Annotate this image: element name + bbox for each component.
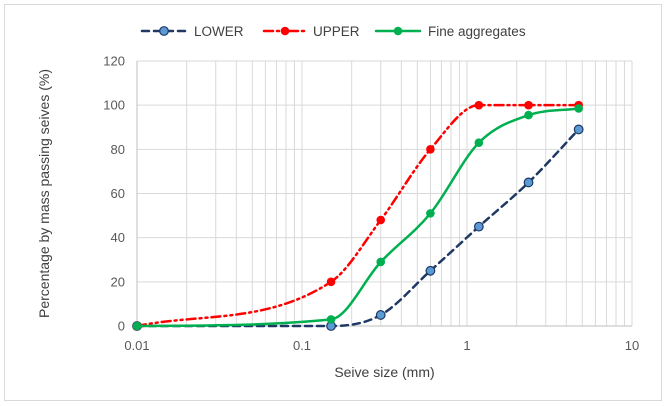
legend-label: LOWER [194,24,244,39]
y-axis-title: Percentage by mass passing seives (%) [36,69,52,318]
y-tick-label: 60 [111,186,125,201]
upper-point [326,277,336,287]
grid-lines [137,60,633,326]
legend-label: Fine aggregates [428,24,526,39]
lower-point [523,177,534,188]
y-tick-label: 0 [118,319,125,334]
legend: LOWER UPPER Fine aggregates [140,24,526,39]
legend-item-upper: UPPER [262,24,360,39]
upper-point [474,100,484,110]
series-fine-aggregates [132,104,583,331]
fine-aggregates-point [524,110,533,120]
lower-point [573,124,584,135]
fine-aggregates-line [135,107,580,328]
x-tick-label: 10 [625,338,639,353]
fine-aggregates-point [132,321,142,331]
series-lower [132,124,584,331]
tick-labels: 0 20 40 60 80 100 120 0.01 0.1 1 10 [103,54,639,354]
y-tick-label: 80 [111,142,125,157]
lower-point [425,265,436,276]
upper-line [135,103,580,328]
upper-point [524,100,533,110]
lower-point [375,310,386,320]
chart-area [4,4,662,401]
lower-line [135,128,580,328]
lower-point [473,221,484,232]
y-tick-label: 100 [103,98,125,113]
x-tick-label: 0.01 [124,338,149,353]
legend-item-fine-aggregates: Fine aggregates [374,24,526,39]
legend-marker [159,26,169,36]
upper-point [426,145,435,154]
fine-aggregates-point [574,104,583,113]
x-axis-title: Seive size (mm) [334,364,434,380]
legend-item-lower: LOWER [140,24,244,39]
legend-label: UPPER [313,24,360,39]
x-tick-label: 1 [463,338,470,353]
fine-aggregates-point [474,138,484,148]
y-tick-label: 120 [103,54,125,69]
fine-aggregates-point [326,315,336,324]
y-tick-label: 40 [111,230,125,245]
legend-marker [280,26,290,36]
fine-aggregates-point [376,257,386,267]
fine-aggregates-point [426,209,435,218]
legend-marker [393,26,403,36]
x-tick-label: 0.1 [293,338,311,353]
y-tick-label: 20 [111,274,125,289]
data-series [132,100,584,331]
upper-point [376,215,386,225]
